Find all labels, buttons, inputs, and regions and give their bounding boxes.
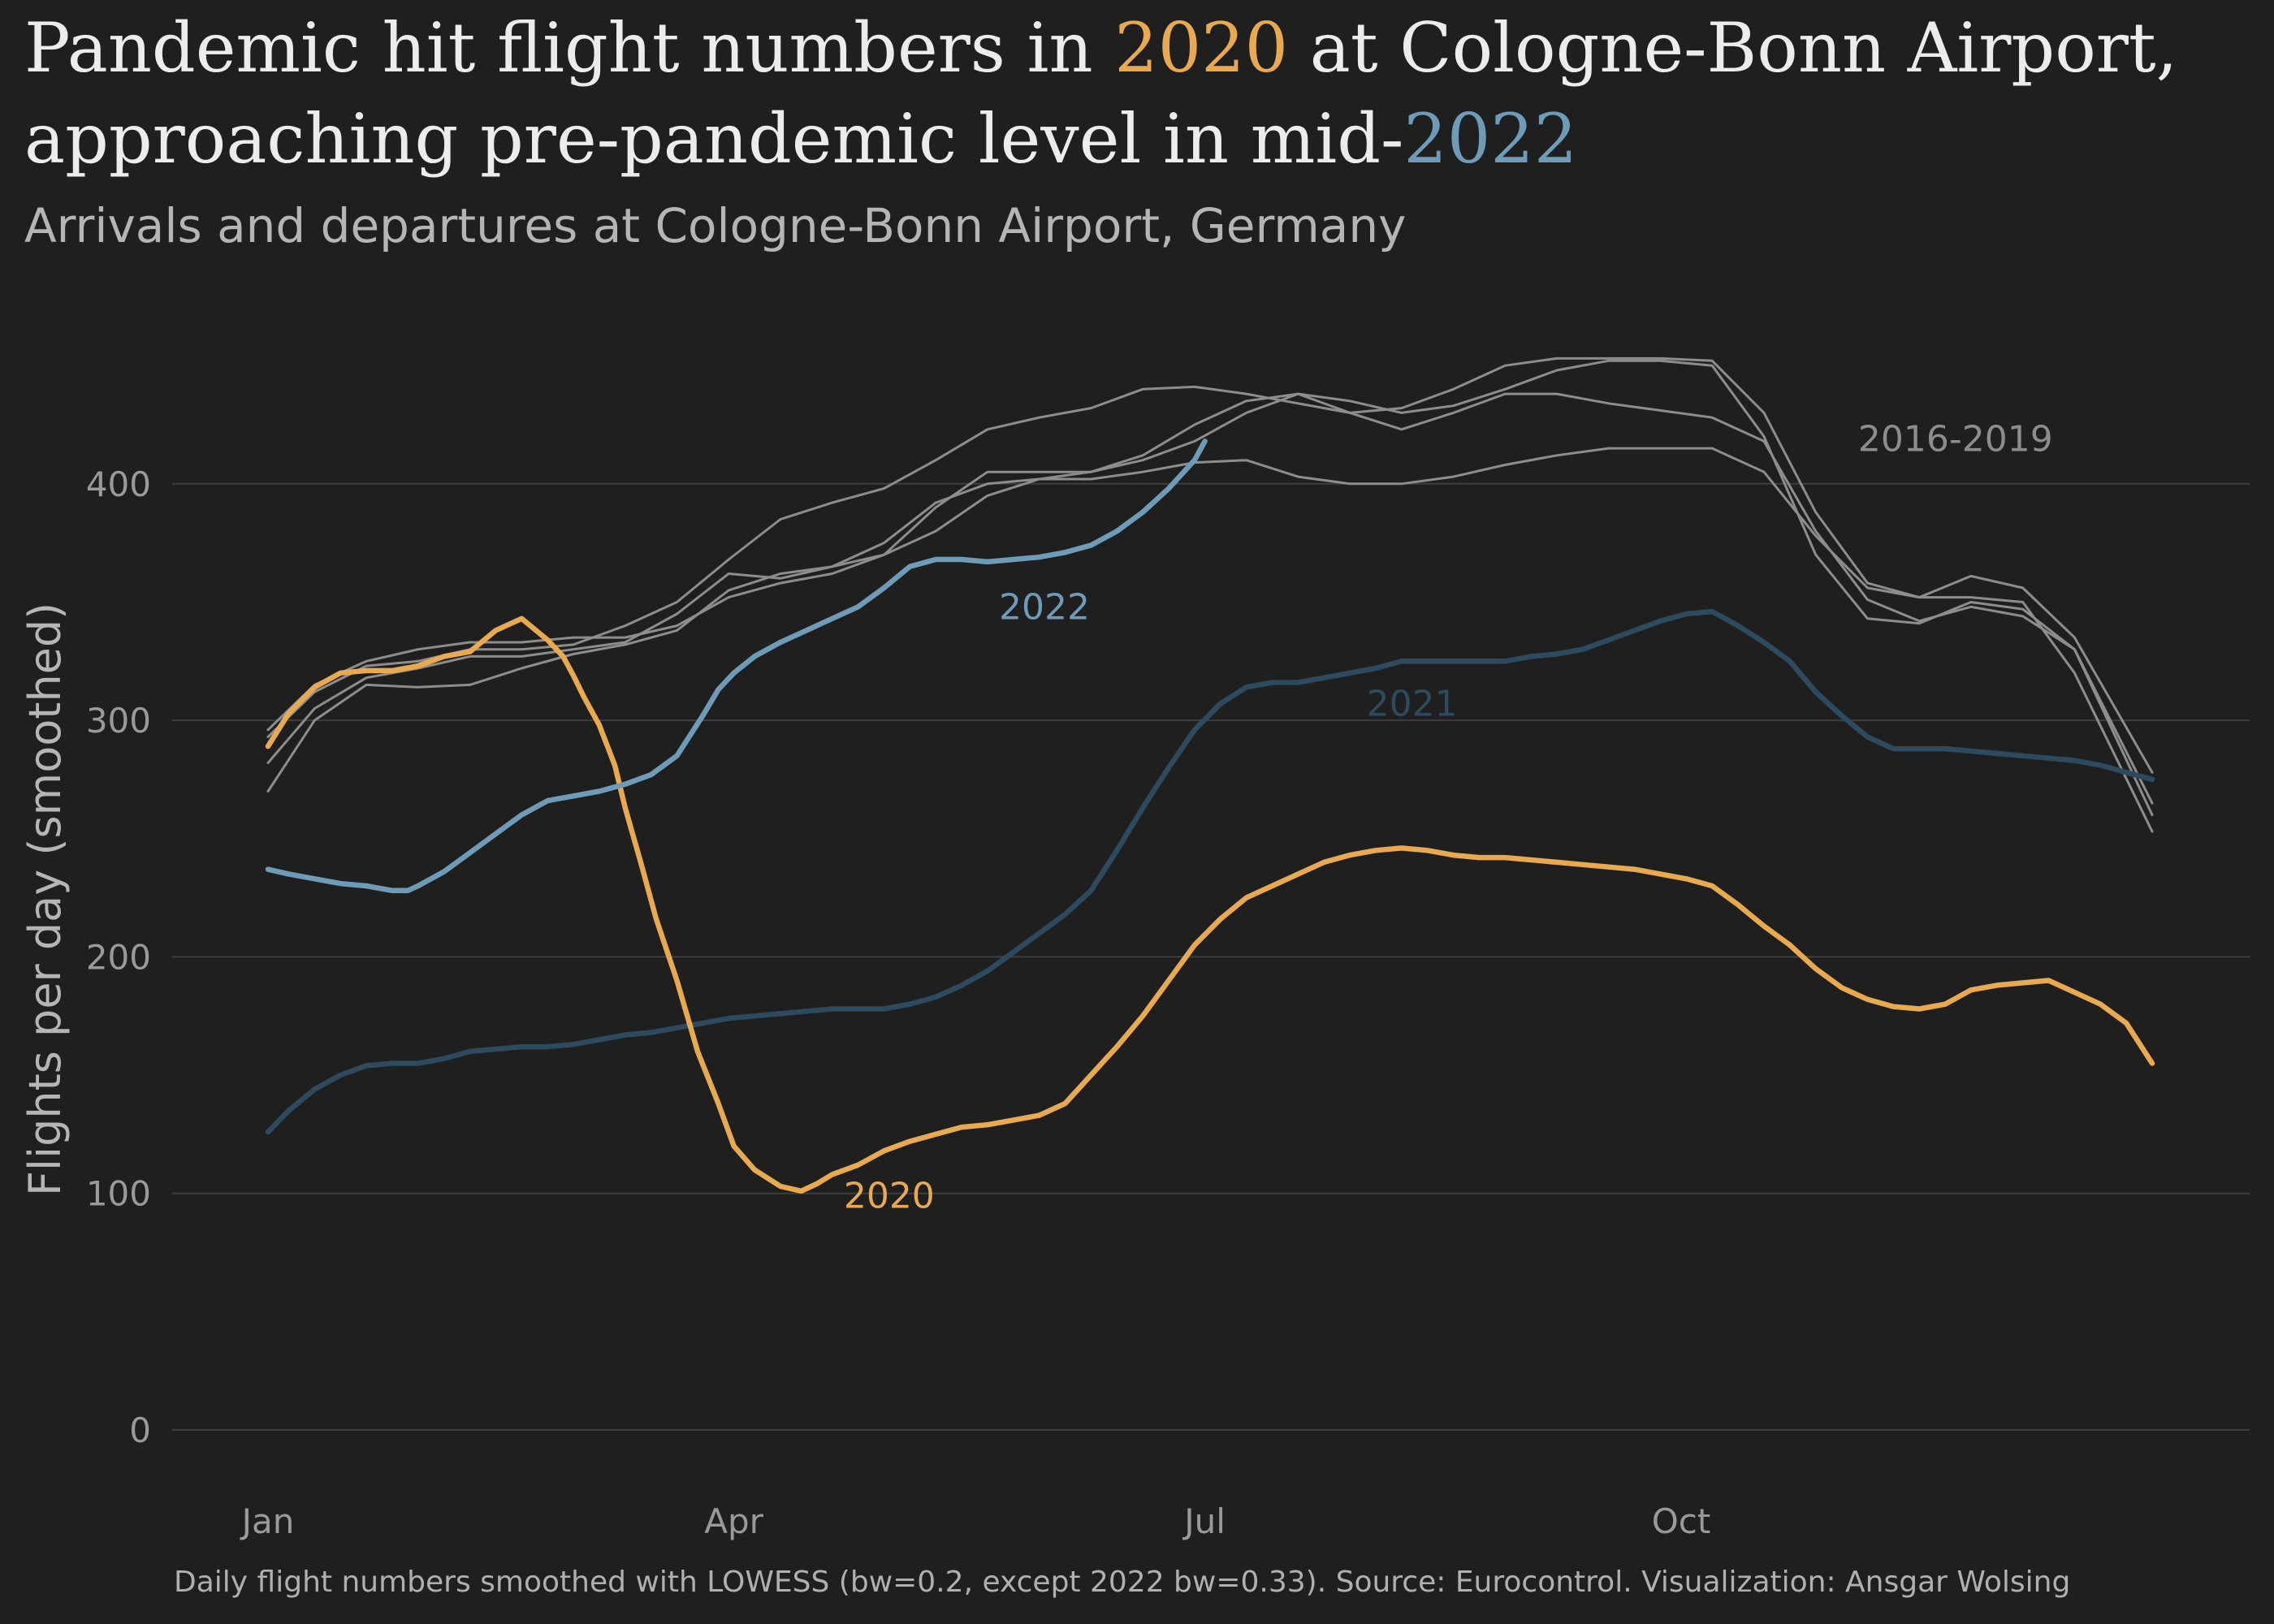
y-tick-label: 300 xyxy=(86,701,151,741)
series-line-2021 xyxy=(265,608,2155,1135)
title-highlight-2022: 2022 xyxy=(1403,99,1577,179)
title-highlight-2020: 2020 xyxy=(1114,8,1288,88)
x-tick-label-oct: Oct xyxy=(1652,1501,1711,1541)
chart-subtitle: Arrivals and departures at Cologne-Bonn … xyxy=(24,198,1406,253)
y-axis-label: Flights per day (smoothed) xyxy=(19,603,71,1196)
y-axis-ticks: 0 100 200 300 400 xyxy=(86,464,151,1450)
title-line-1-text-b: at Cologne-Bonn Airport, xyxy=(1288,8,2177,88)
y-tick-label: 0 xyxy=(129,1410,151,1450)
series-label-prepandemic: 2016-2019 xyxy=(1858,418,2053,460)
grid-lines xyxy=(172,482,2250,1431)
chart-caption: Daily flight numbers smoothed with LOWES… xyxy=(174,1566,2070,1599)
series-lines xyxy=(265,356,2155,1194)
series-labels: 2020 2021 2022 2016-2019 xyxy=(844,418,2053,1216)
series-label-2021: 2021 xyxy=(1367,684,1458,725)
x-tick-label-apr: Apr xyxy=(704,1501,763,1541)
title-line-1-text-a: Pandemic hit flight numbers in xyxy=(24,8,1114,88)
series-line-2022 xyxy=(265,438,1208,894)
title-line-2-text: approaching pre-pandemic level in mid- xyxy=(24,99,1403,179)
chart-title-line-1: Pandemic hit flight numbers in 2020 at C… xyxy=(24,8,2177,88)
series-label-2020: 2020 xyxy=(844,1176,935,1217)
series-line-2017 xyxy=(266,392,2154,817)
series-line-2020 xyxy=(265,615,2155,1194)
y-tick-label: 200 xyxy=(86,937,151,977)
x-tick-label-jan: Jan xyxy=(240,1501,295,1541)
series-line-2016 xyxy=(266,359,2154,805)
x-axis-ticks: Jan Apr Jul Oct xyxy=(240,1501,1711,1541)
series-line-2018 xyxy=(266,356,2154,774)
y-tick-label: 100 xyxy=(86,1174,151,1214)
series-label-2022: 2022 xyxy=(999,586,1090,628)
y-tick-label: 400 xyxy=(86,464,151,504)
x-tick-label-jul: Jul xyxy=(1182,1501,1226,1541)
chart-title-line-2: approaching pre-pandemic level in mid-20… xyxy=(24,99,1577,179)
